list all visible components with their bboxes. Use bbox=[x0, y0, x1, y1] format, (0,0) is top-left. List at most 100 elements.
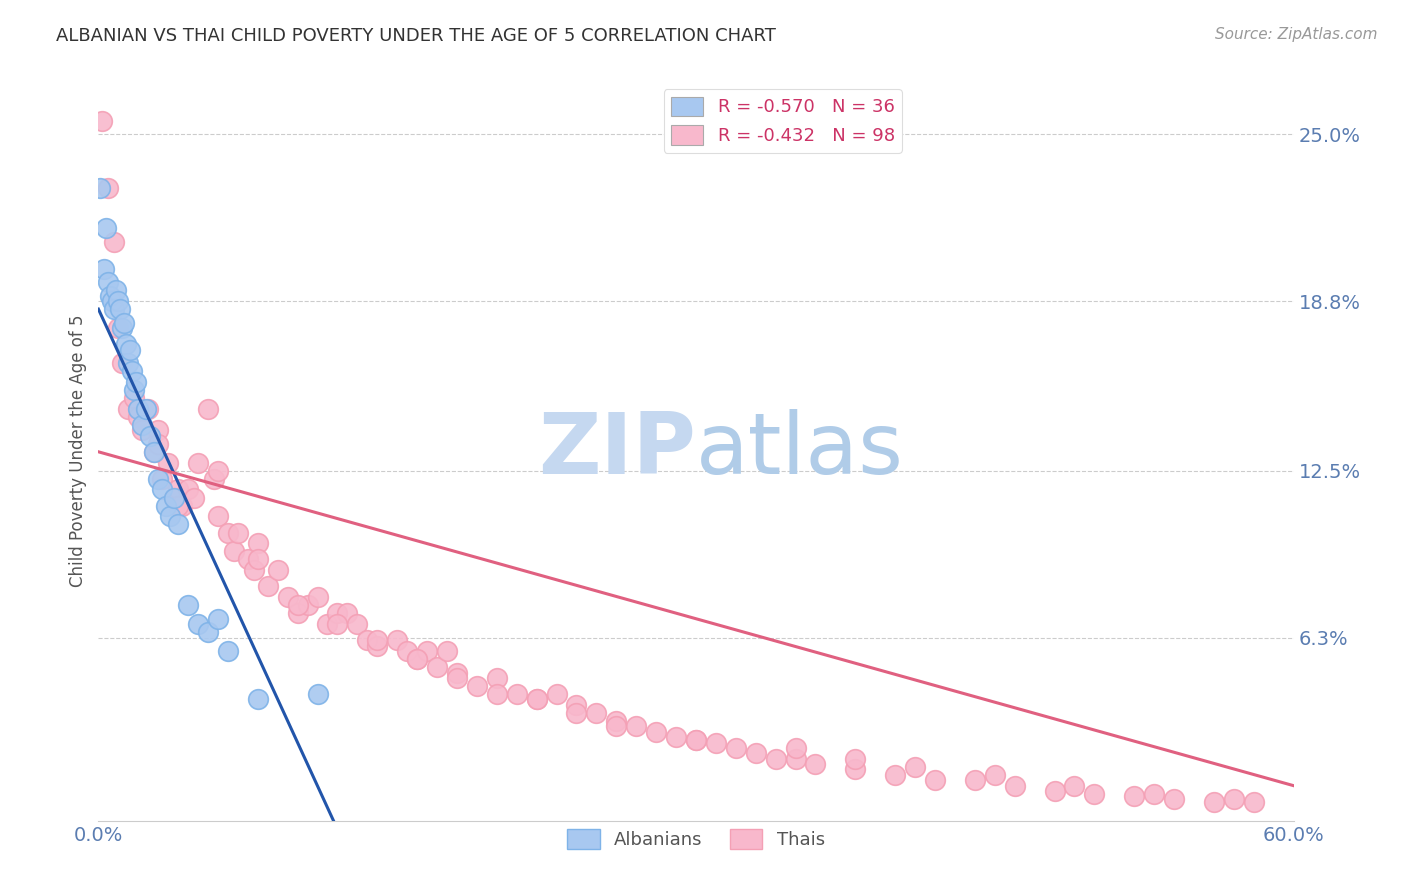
Point bbox=[246, 552, 269, 566]
Point bbox=[124, 391, 146, 405]
Point bbox=[1223, 792, 1246, 806]
Point bbox=[704, 735, 727, 749]
Point bbox=[143, 445, 166, 459]
Point bbox=[446, 671, 468, 685]
Point bbox=[222, 544, 245, 558]
Point bbox=[485, 687, 508, 701]
Point bbox=[155, 499, 177, 513]
Point bbox=[685, 732, 707, 747]
Point bbox=[148, 472, 170, 486]
Point bbox=[426, 660, 449, 674]
Point bbox=[127, 409, 149, 424]
Point bbox=[183, 491, 205, 505]
Point bbox=[111, 321, 134, 335]
Point bbox=[356, 633, 378, 648]
Point bbox=[406, 652, 429, 666]
Point bbox=[685, 732, 707, 747]
Point bbox=[157, 456, 180, 470]
Point bbox=[243, 563, 266, 577]
Point bbox=[187, 456, 209, 470]
Point bbox=[297, 599, 319, 613]
Point bbox=[1202, 795, 1225, 809]
Point bbox=[1004, 779, 1026, 793]
Point bbox=[446, 665, 468, 680]
Point bbox=[97, 275, 120, 289]
Point bbox=[167, 499, 190, 513]
Point bbox=[131, 417, 153, 432]
Point bbox=[256, 579, 278, 593]
Point bbox=[526, 692, 548, 706]
Point bbox=[416, 644, 439, 658]
Point bbox=[1243, 795, 1265, 809]
Text: atlas: atlas bbox=[696, 409, 904, 492]
Point bbox=[645, 724, 668, 739]
Point bbox=[143, 445, 166, 459]
Point bbox=[148, 436, 170, 450]
Point bbox=[307, 590, 329, 604]
Point bbox=[139, 428, 162, 442]
Point bbox=[197, 625, 219, 640]
Point bbox=[1143, 787, 1166, 801]
Point bbox=[924, 773, 946, 788]
Point bbox=[101, 293, 124, 308]
Point bbox=[436, 644, 458, 658]
Point bbox=[226, 525, 249, 540]
Point bbox=[336, 607, 359, 621]
Point bbox=[217, 525, 239, 540]
Text: ZIP: ZIP bbox=[538, 409, 696, 492]
Point bbox=[98, 288, 122, 302]
Point bbox=[150, 472, 173, 486]
Point bbox=[136, 401, 159, 416]
Point bbox=[765, 752, 787, 766]
Point bbox=[96, 221, 118, 235]
Point bbox=[120, 343, 142, 357]
Point bbox=[984, 768, 1007, 782]
Point bbox=[103, 235, 125, 249]
Point bbox=[884, 768, 907, 782]
Point bbox=[565, 698, 588, 712]
Point bbox=[267, 563, 290, 577]
Point bbox=[121, 364, 143, 378]
Point bbox=[396, 644, 419, 658]
Point bbox=[172, 499, 194, 513]
Point bbox=[217, 644, 239, 658]
Point bbox=[287, 607, 309, 621]
Point bbox=[406, 652, 429, 666]
Point bbox=[105, 283, 128, 297]
Point bbox=[131, 423, 153, 437]
Point bbox=[135, 401, 157, 416]
Point bbox=[148, 423, 170, 437]
Point bbox=[112, 316, 135, 330]
Point bbox=[785, 752, 807, 766]
Point bbox=[117, 401, 139, 416]
Point bbox=[177, 483, 200, 497]
Point bbox=[125, 375, 148, 389]
Point bbox=[1163, 792, 1185, 806]
Point bbox=[287, 599, 309, 613]
Point bbox=[844, 752, 866, 766]
Point bbox=[565, 706, 588, 720]
Point bbox=[103, 302, 125, 317]
Y-axis label: Child Poverty Under the Age of 5: Child Poverty Under the Age of 5 bbox=[69, 314, 87, 587]
Point bbox=[167, 517, 190, 532]
Point bbox=[724, 741, 747, 756]
Point bbox=[117, 356, 139, 370]
Point bbox=[150, 483, 173, 497]
Point bbox=[207, 612, 229, 626]
Point bbox=[236, 552, 259, 566]
Point bbox=[1123, 789, 1146, 804]
Point bbox=[546, 687, 568, 701]
Point bbox=[366, 639, 388, 653]
Point bbox=[506, 687, 529, 701]
Point bbox=[207, 509, 229, 524]
Point bbox=[159, 509, 181, 524]
Point bbox=[167, 483, 190, 497]
Point bbox=[804, 757, 827, 772]
Point bbox=[745, 747, 768, 761]
Point bbox=[107, 293, 129, 308]
Legend: Albanians, Thais: Albanians, Thais bbox=[560, 822, 832, 856]
Point bbox=[1083, 787, 1105, 801]
Point bbox=[97, 181, 120, 195]
Point bbox=[326, 617, 349, 632]
Point bbox=[385, 633, 409, 648]
